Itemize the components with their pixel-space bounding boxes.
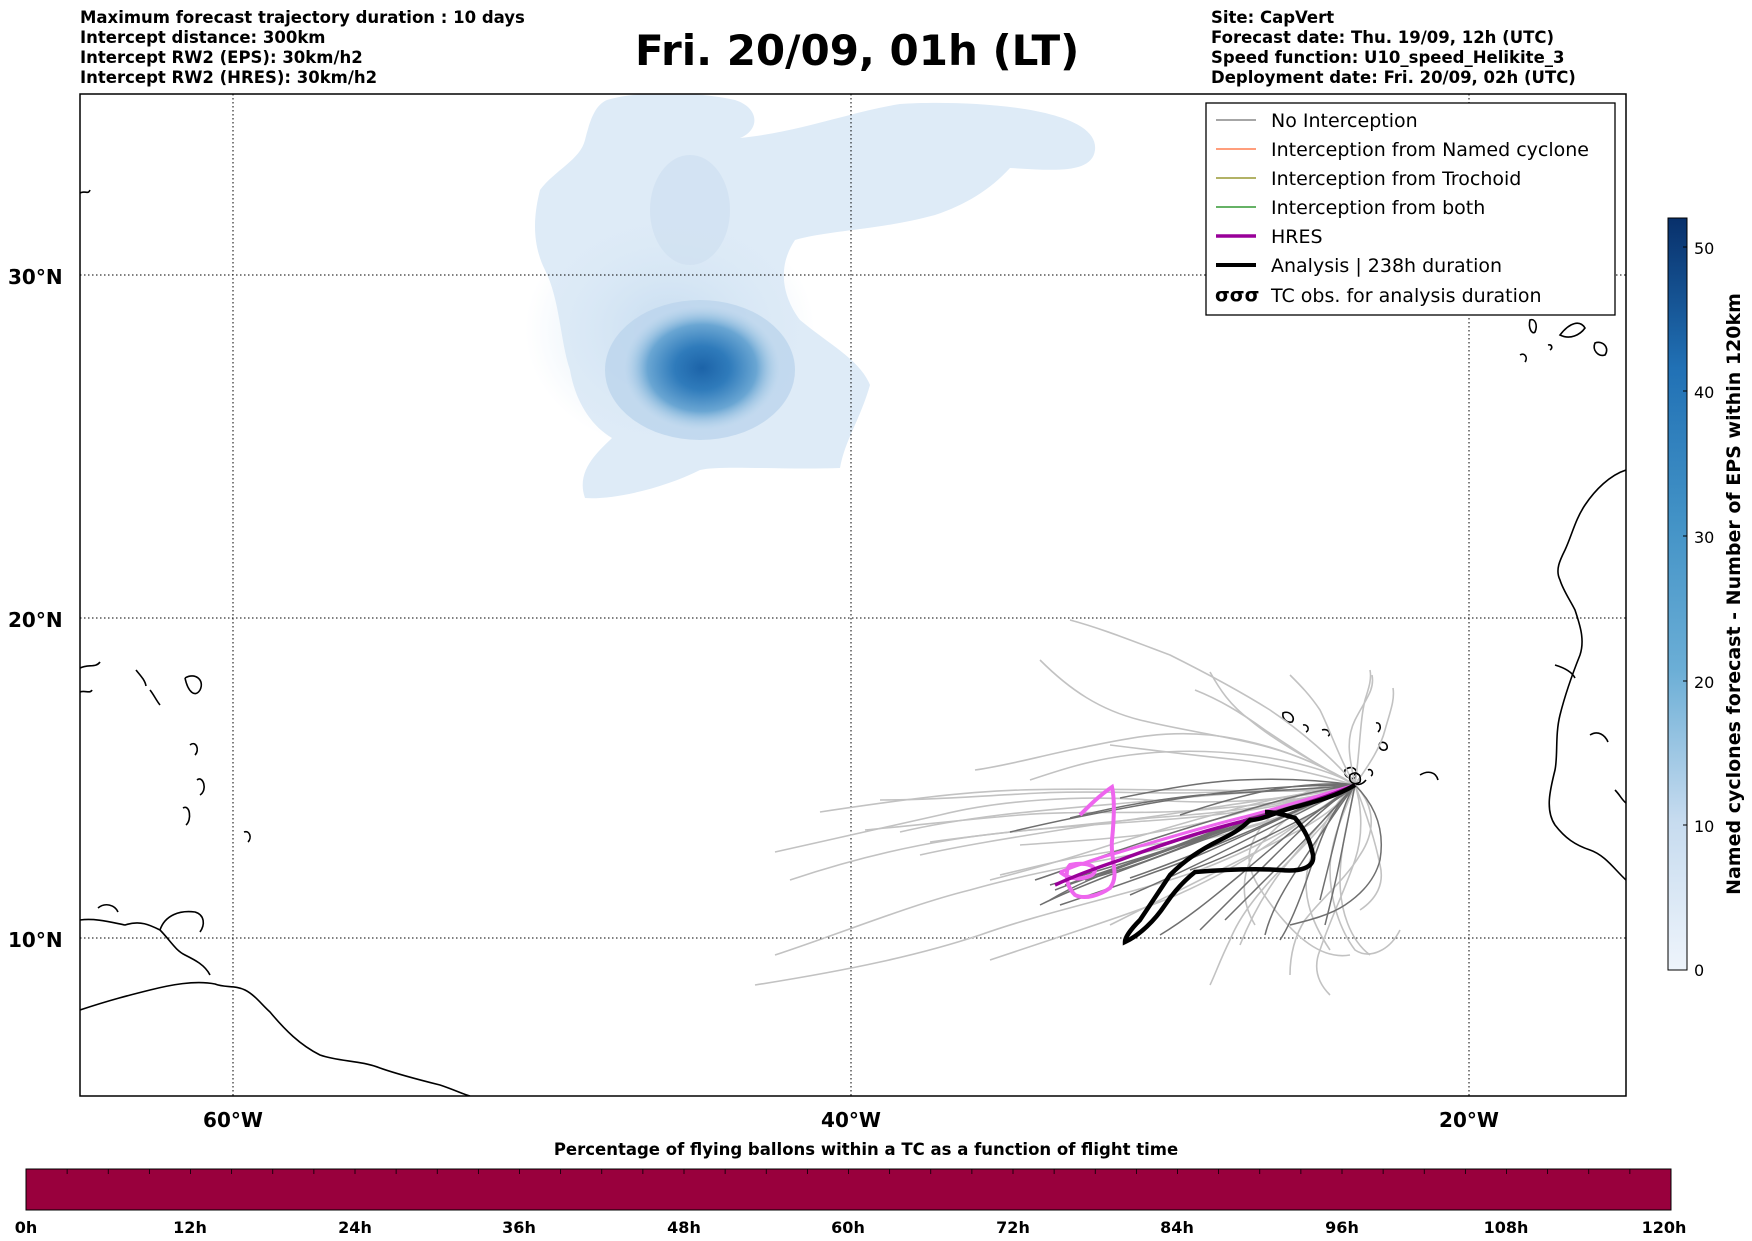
header-left-line: Maximum forecast trajectory duration : 1…	[80, 8, 525, 27]
legend-item: σσσ TC obs. for analysis duration	[1215, 284, 1542, 307]
header-right-line: Forecast date: Thu. 19/09, 12h (UTC)	[1211, 28, 1555, 47]
colorbar-tick: 40	[1694, 383, 1714, 402]
horizontal-colorbar-tick: 24h	[338, 1218, 372, 1237]
legend-item: Interception from Named cyclone	[1216, 139, 1589, 161]
horizontal-colorbar-tick: 84h	[1160, 1218, 1194, 1237]
horizontal-colorbar-minor-ticks	[66, 1169, 1631, 1174]
colorbar-tick: 10	[1694, 817, 1714, 836]
lon-label: 60°W	[203, 1108, 263, 1132]
legend-item: HRES	[1216, 226, 1323, 248]
analysis-trajectory	[1122, 783, 1357, 946]
horizontal-colorbar-tick: 48h	[667, 1218, 701, 1237]
coastline-africa	[1282, 318, 1626, 881]
legend: No Interception Interception from Named …	[1205, 102, 1616, 316]
density-mid-area	[650, 155, 730, 265]
hres-alt-trajectory	[1058, 783, 1117, 899]
colorbar-tick: 30	[1694, 528, 1714, 547]
header-left-line: Intercept distance: 300km	[80, 28, 326, 47]
horizontal-colorbar-tick: 72h	[996, 1218, 1030, 1237]
legend-label: HRES	[1271, 226, 1323, 248]
lon-label: 20°W	[1439, 1108, 1499, 1132]
legend-label: Interception from both	[1271, 197, 1485, 219]
lat-label: 10°N	[8, 928, 63, 952]
map-frame	[79, 93, 1627, 1097]
horizontal-colorbar-tick: 120h	[1642, 1218, 1687, 1237]
cyclone-density-field	[525, 94, 1096, 499]
header-left-line: Intercept RW2 (HRES): 30km/h2	[80, 68, 378, 87]
horizontal-colorbar-tick: 12h	[173, 1218, 207, 1237]
horizontal-colorbar-tick: 108h	[1484, 1218, 1529, 1237]
vertical-colorbar: 50 40 30 20 10 0 Named cyclones forecast…	[1667, 217, 1745, 980]
header-right-info: Site: CapVert Forecast date: Thu. 19/09,…	[1211, 8, 1576, 88]
cape-verde-island	[1348, 772, 1362, 785]
horizontal-colorbar-title: Percentage of flying ballons within a TC…	[554, 1140, 1178, 1159]
horizontal-colorbar-tick: 60h	[831, 1218, 865, 1237]
horizontal-colorbar-tick: 96h	[1325, 1218, 1359, 1237]
legend-box	[1205, 102, 1616, 316]
colorbar-tick: 50	[1694, 239, 1714, 258]
legend-item: No Interception	[1216, 110, 1418, 132]
map-panel: 30°N 20°N 10°N 60°W 40°W 20°W	[8, 93, 1627, 1132]
lat-label: 20°N	[8, 608, 63, 632]
tc-obs-marker-icon: σσσ	[1215, 284, 1259, 306]
horizontal-colorbar-tick: 36h	[502, 1218, 536, 1237]
colorbar-gradient	[1667, 217, 1688, 971]
page-title: Fri. 20/09, 01h (LT)	[635, 26, 1080, 75]
legend-label: No Interception	[1271, 110, 1418, 132]
legend-item: Interception from both	[1216, 197, 1485, 219]
header-right-line: Deployment date: Fri. 20/09, 02h (UTC)	[1211, 68, 1576, 87]
horizontal-colorbar-fill	[25, 1168, 1672, 1211]
legend-label: Analysis | 238h duration	[1271, 255, 1502, 277]
hres-alt-trajectory	[1059, 783, 1356, 874]
header-right-line: Site: CapVert	[1211, 8, 1335, 27]
density-core	[624, 306, 780, 430]
legend-label: Interception from Named cyclone	[1271, 139, 1589, 161]
lat-label: 30°N	[8, 265, 63, 289]
colorbar-label: Named cyclones forecast - Number of EPS …	[1723, 293, 1745, 895]
coastline-caribbean	[80, 189, 471, 1096]
horizontal-colorbar-tick: 0h	[15, 1218, 38, 1237]
header-left-line: Intercept RW2 (EPS): 30km/h2	[80, 48, 363, 67]
colorbar-tick: 0	[1694, 961, 1704, 980]
legend-label: TC obs. for analysis duration	[1270, 285, 1542, 307]
legend-item: Interception from Trochoid	[1216, 168, 1521, 190]
horizontal-colorbar: Percentage of flying ballons within a TC…	[15, 1140, 1687, 1237]
header-left-info: Maximum forecast trajectory duration : 1…	[80, 8, 525, 88]
lon-label: 40°W	[821, 1108, 881, 1132]
legend-label: Interception from Trochoid	[1271, 168, 1521, 190]
legend-item: Analysis | 238h duration	[1216, 255, 1502, 277]
header-right-line: Speed function: U10_speed_Helikite_3	[1211, 48, 1565, 67]
colorbar-tick: 20	[1694, 673, 1714, 692]
